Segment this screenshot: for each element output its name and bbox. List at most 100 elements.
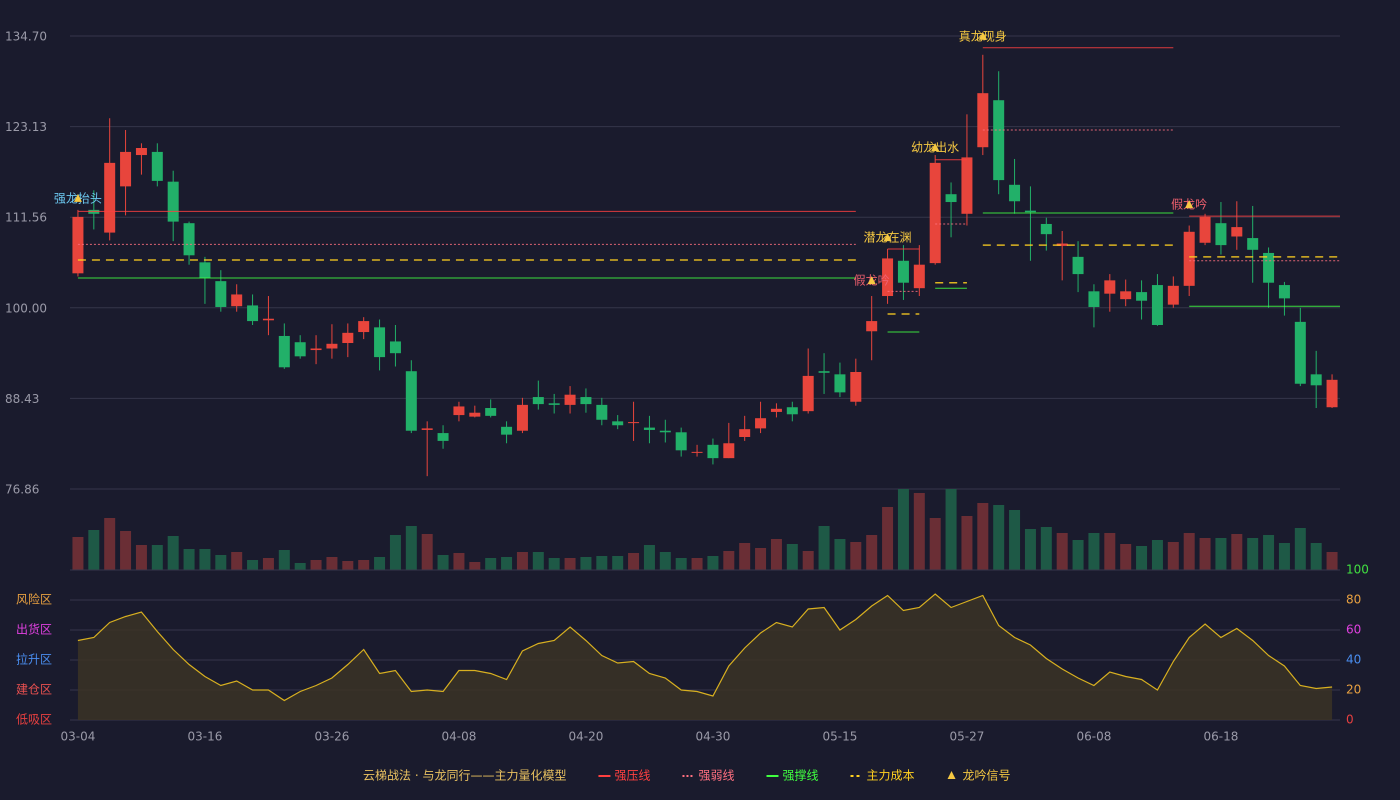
volume-bar bbox=[231, 552, 243, 570]
candle-body bbox=[945, 194, 957, 203]
candle-body bbox=[675, 432, 687, 451]
candle-body bbox=[580, 397, 592, 405]
volume-bar bbox=[1199, 538, 1211, 570]
volume-bar bbox=[151, 545, 163, 570]
volume-bar bbox=[1278, 543, 1290, 570]
volume-bar bbox=[405, 526, 417, 570]
x-tick-label: 03-26 bbox=[315, 730, 350, 744]
volume-bar bbox=[1167, 542, 1179, 570]
x-tick-label: 03-04 bbox=[61, 730, 96, 744]
volume-bar bbox=[770, 539, 782, 570]
candle-body bbox=[993, 100, 1005, 181]
candle-body bbox=[135, 147, 147, 156]
candle-body bbox=[897, 260, 909, 283]
volume-bar bbox=[1072, 540, 1084, 570]
signal-marker bbox=[73, 193, 82, 202]
y-tick-label: 111.56 bbox=[5, 211, 47, 225]
volume-bar bbox=[1215, 538, 1227, 570]
volume-bar bbox=[739, 543, 751, 570]
candle-body bbox=[1040, 223, 1052, 235]
candle-body bbox=[342, 332, 354, 344]
volume-bar bbox=[564, 558, 576, 570]
candle-body bbox=[1167, 285, 1179, 305]
volume-bar bbox=[548, 558, 560, 570]
y-tick-label: 60 bbox=[1346, 623, 1361, 637]
candle-body bbox=[485, 408, 497, 416]
signal-marker bbox=[867, 276, 876, 285]
x-tick-label: 04-30 bbox=[696, 730, 731, 744]
candle-body bbox=[516, 404, 528, 431]
oscillator-line bbox=[77, 593, 1333, 702]
volume-bar bbox=[596, 556, 608, 570]
candle-body bbox=[612, 421, 624, 426]
volume-bar bbox=[104, 518, 116, 570]
volume-bar bbox=[501, 557, 513, 570]
candle-body bbox=[1231, 227, 1243, 237]
volume-bar bbox=[1056, 533, 1068, 570]
volume-bar bbox=[532, 552, 544, 570]
candle-body bbox=[501, 426, 513, 435]
volume-bar bbox=[1120, 544, 1132, 570]
x-tick-label: 04-08 bbox=[442, 730, 477, 744]
candle-body bbox=[310, 348, 322, 351]
signal-marker bbox=[1185, 200, 1194, 209]
candle-body bbox=[167, 181, 179, 222]
volume-bar bbox=[1294, 528, 1306, 570]
zone-label: 风险区 bbox=[16, 592, 52, 607]
candle-body bbox=[183, 223, 195, 256]
candle-body bbox=[120, 151, 132, 187]
candle-body bbox=[1199, 216, 1211, 243]
candle-body bbox=[802, 375, 814, 412]
candle-body bbox=[294, 342, 306, 357]
y-tick-label: 0 bbox=[1346, 713, 1354, 727]
volume-bar bbox=[1310, 543, 1322, 570]
candle-body bbox=[358, 321, 370, 333]
volume-bar bbox=[437, 555, 449, 570]
volume-bar bbox=[913, 493, 925, 570]
volume-bar bbox=[516, 552, 528, 570]
x-tick-label: 06-18 bbox=[1204, 730, 1239, 744]
y-tick-label: 100.00 bbox=[5, 301, 47, 315]
volume-bar bbox=[1088, 533, 1100, 570]
zone-label: 低吸区 bbox=[16, 713, 52, 727]
volume-bar bbox=[135, 545, 147, 570]
volume-bar bbox=[1136, 546, 1148, 570]
volume-bar bbox=[628, 553, 640, 570]
candle-body bbox=[389, 341, 401, 354]
candle-body bbox=[786, 407, 798, 415]
candle-body bbox=[247, 305, 259, 322]
legend-label: 主力成本 bbox=[867, 769, 915, 783]
candle-body bbox=[770, 408, 782, 412]
volume-bar bbox=[755, 548, 767, 570]
candle-body bbox=[659, 430, 671, 433]
zone-label: 出货区 bbox=[16, 622, 52, 637]
volume-bar bbox=[1183, 533, 1195, 570]
zone-label: 建仓区 bbox=[16, 683, 52, 697]
candle-body bbox=[882, 258, 894, 297]
x-tick-label: 04-20 bbox=[569, 730, 604, 744]
candle-body bbox=[707, 444, 719, 459]
signal-marker bbox=[931, 142, 940, 151]
candle-body bbox=[199, 262, 211, 279]
volume-bar bbox=[262, 558, 274, 570]
volume-bar bbox=[1024, 529, 1036, 570]
volume-bar bbox=[882, 507, 894, 570]
volume-bar bbox=[929, 518, 941, 570]
legend-label: 龙吟信号 bbox=[963, 768, 1011, 783]
volume-bar bbox=[707, 556, 719, 570]
legend-label: 强压线 bbox=[614, 769, 650, 783]
candle-body bbox=[405, 371, 417, 431]
candle-body bbox=[723, 443, 735, 459]
candle-body bbox=[913, 264, 925, 289]
volume-bar bbox=[945, 489, 957, 570]
candle-body bbox=[628, 422, 640, 424]
volume-bar bbox=[88, 530, 100, 570]
x-tick-label: 03-16 bbox=[188, 730, 223, 744]
volume-bar bbox=[358, 560, 370, 570]
candle-body bbox=[818, 371, 830, 373]
volume-bar bbox=[310, 560, 322, 570]
volume-bar bbox=[1040, 527, 1052, 570]
volume-bar bbox=[993, 505, 1005, 570]
volume-bar bbox=[977, 503, 989, 570]
legend-title: 云梯战法 · 与龙同行——主力量化模型 bbox=[363, 769, 566, 783]
